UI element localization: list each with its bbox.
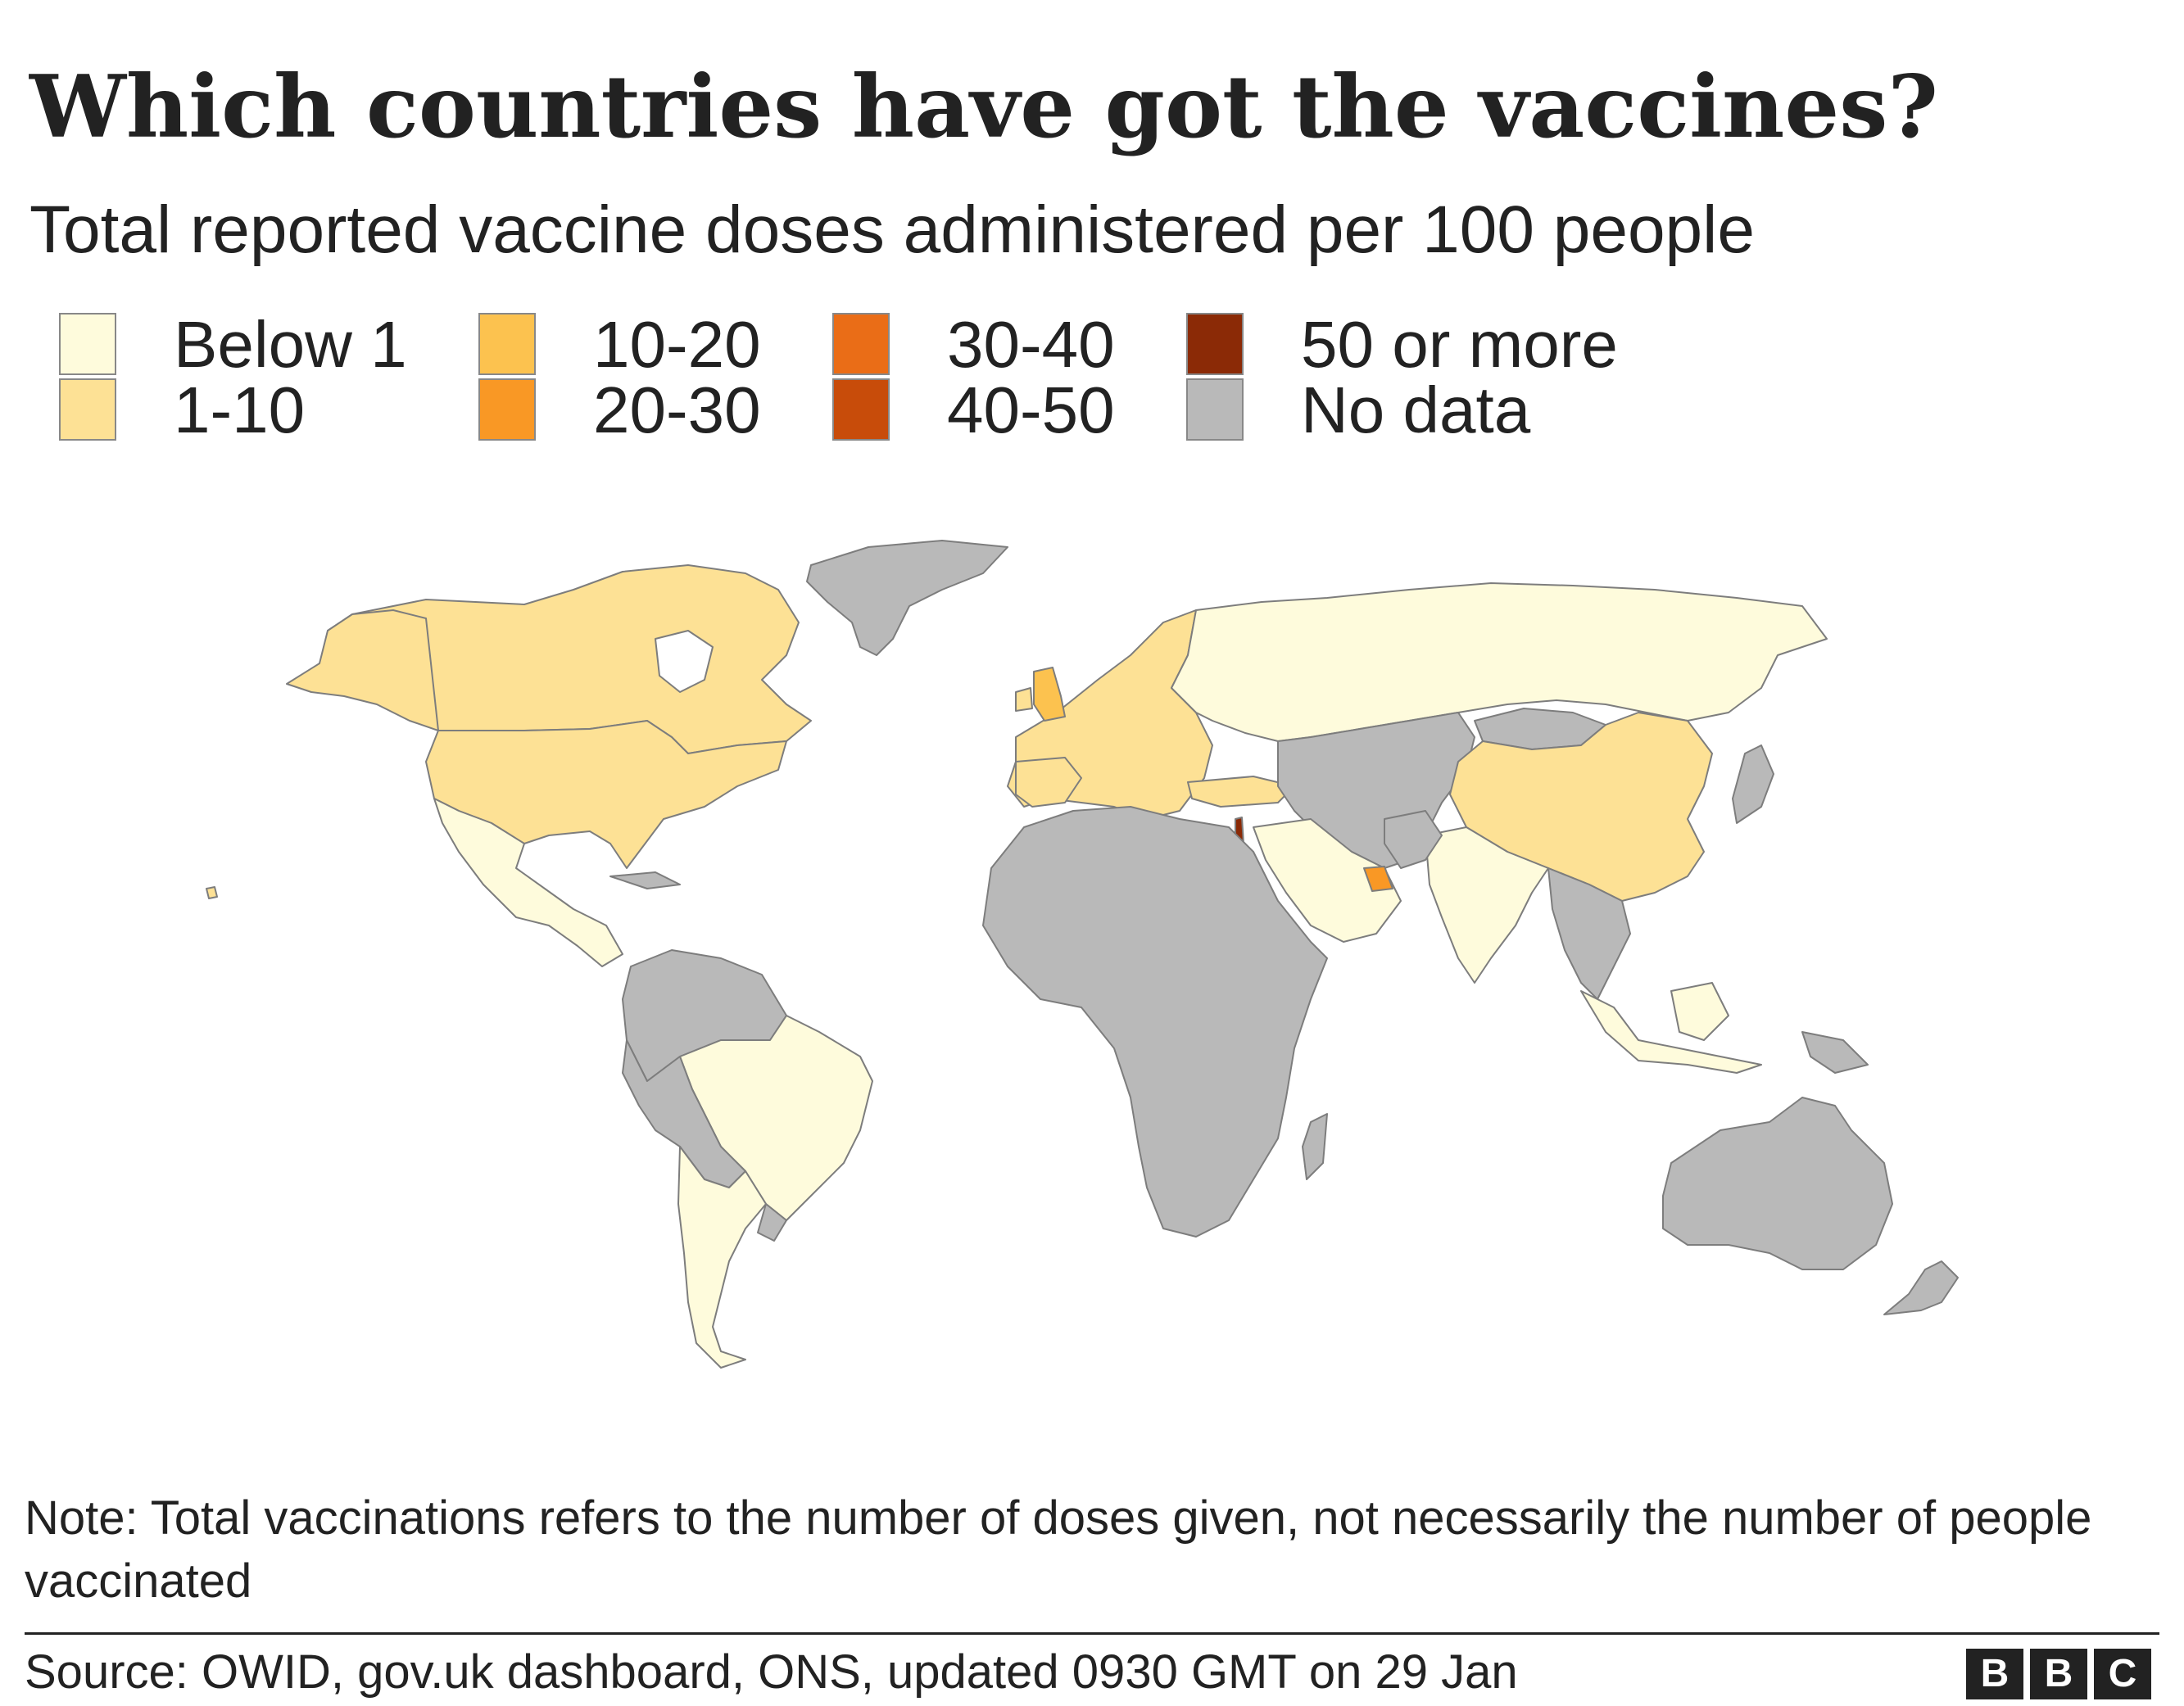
world-map (206, 540, 1959, 1369)
country-spain-portugal (1015, 757, 1082, 808)
country-africa (982, 806, 1328, 1238)
legend-swatch (832, 313, 890, 375)
footer-divider (25, 1632, 2159, 1635)
legend-swatch (1186, 313, 1244, 375)
country-cuba (609, 871, 681, 889)
country-uae (1363, 866, 1393, 892)
legend-label: 1-10 (174, 373, 306, 446)
country-borneo (1670, 982, 1729, 1041)
country-ireland (1015, 687, 1033, 712)
legend-swatch (832, 378, 890, 441)
logo-letter: B (1966, 1649, 2023, 1699)
chart-title: Which countries have got the vaccines? (29, 56, 1938, 157)
logo-letter: C (2094, 1649, 2151, 1699)
country-greenland (806, 540, 1008, 656)
country-papua-new-guinea (1801, 1031, 1869, 1074)
country-southeast-asia (1547, 867, 1631, 1000)
bbc-logo: B B C (1966, 1649, 2155, 1699)
legend-label: 40-50 (947, 373, 1115, 446)
country-indonesia (1580, 990, 1762, 1074)
legend-swatch (478, 313, 536, 375)
legend-swatch (1186, 378, 1244, 441)
country-madagascar (1302, 1113, 1328, 1180)
country-hawaii (206, 886, 218, 899)
legend-swatch (59, 313, 116, 375)
legend-swatch (59, 378, 116, 441)
note-text: Note: Total vaccinations refers to the n… (25, 1491, 2092, 1608)
legend-label: 50 or more (1301, 308, 1618, 381)
country-argentina (677, 1146, 767, 1369)
legend-label: 20-30 (593, 373, 761, 446)
legend-label: 30-40 (947, 308, 1115, 381)
source-text: Source: OWID, gov.uk dashboard, ONS, upd… (25, 1645, 1518, 1699)
legend-label: No data (1301, 373, 1531, 446)
country-saudi-arabia (1253, 818, 1402, 943)
country-alaska (286, 609, 439, 731)
country-uruguay (757, 1203, 787, 1242)
legend-label: 10-20 (593, 308, 761, 381)
logo-letter: B (2030, 1649, 2087, 1699)
legend-swatch (478, 378, 536, 441)
country-australia (1662, 1097, 1893, 1270)
legend: Below 1 1-10 10-20 20-30 30-40 40-50 50 … (59, 308, 1861, 452)
country-new-zealand (1883, 1260, 1959, 1315)
country-turkey (1187, 776, 1295, 808)
legend-label: Below 1 (174, 308, 407, 381)
country-united-kingdom (1033, 667, 1066, 722)
country-india (1425, 826, 1549, 984)
country-mexico (433, 798, 623, 967)
country-japan (1732, 744, 1774, 824)
chart-subtitle: Total reported vaccine doses administere… (29, 192, 1755, 267)
country-pakistan (1384, 810, 1443, 869)
